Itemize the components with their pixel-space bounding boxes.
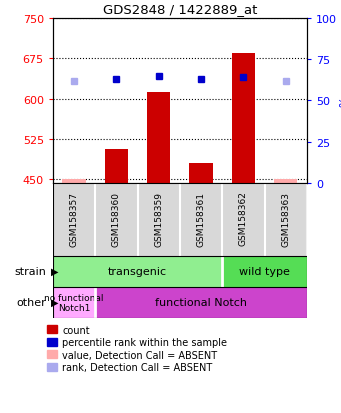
- Text: GSM158357: GSM158357: [70, 191, 78, 246]
- Bar: [222, 256, 307, 287]
- Bar: [147, 93, 170, 184]
- Text: GSM158360: GSM158360: [112, 191, 121, 246]
- Bar: [232, 54, 255, 184]
- Legend: count, percentile rank within the sample, value, Detection Call = ABSENT, rank, : count, percentile rank within the sample…: [47, 325, 227, 372]
- Text: no functional
Notch1: no functional Notch1: [44, 293, 104, 312]
- Bar: [53, 287, 95, 318]
- Text: GSM158361: GSM158361: [196, 191, 206, 246]
- Bar: [62, 180, 86, 184]
- Text: wild type: wild type: [239, 266, 290, 277]
- Bar: [105, 150, 128, 184]
- Text: ▶: ▶: [51, 266, 59, 277]
- Text: GSM158362: GSM158362: [239, 191, 248, 246]
- Title: GDS2848 / 1422889_at: GDS2848 / 1422889_at: [103, 3, 257, 16]
- Bar: [53, 256, 222, 287]
- Bar: [95, 287, 307, 318]
- Bar: [274, 180, 297, 184]
- Text: functional Notch: functional Notch: [155, 297, 247, 308]
- Y-axis label: %: %: [340, 96, 341, 107]
- Text: other: other: [16, 297, 46, 308]
- Text: GSM158359: GSM158359: [154, 191, 163, 246]
- Text: strain: strain: [14, 266, 46, 277]
- Bar: [189, 164, 213, 184]
- Text: GSM158363: GSM158363: [281, 191, 290, 246]
- Text: ▶: ▶: [51, 297, 59, 308]
- Text: transgenic: transgenic: [108, 266, 167, 277]
